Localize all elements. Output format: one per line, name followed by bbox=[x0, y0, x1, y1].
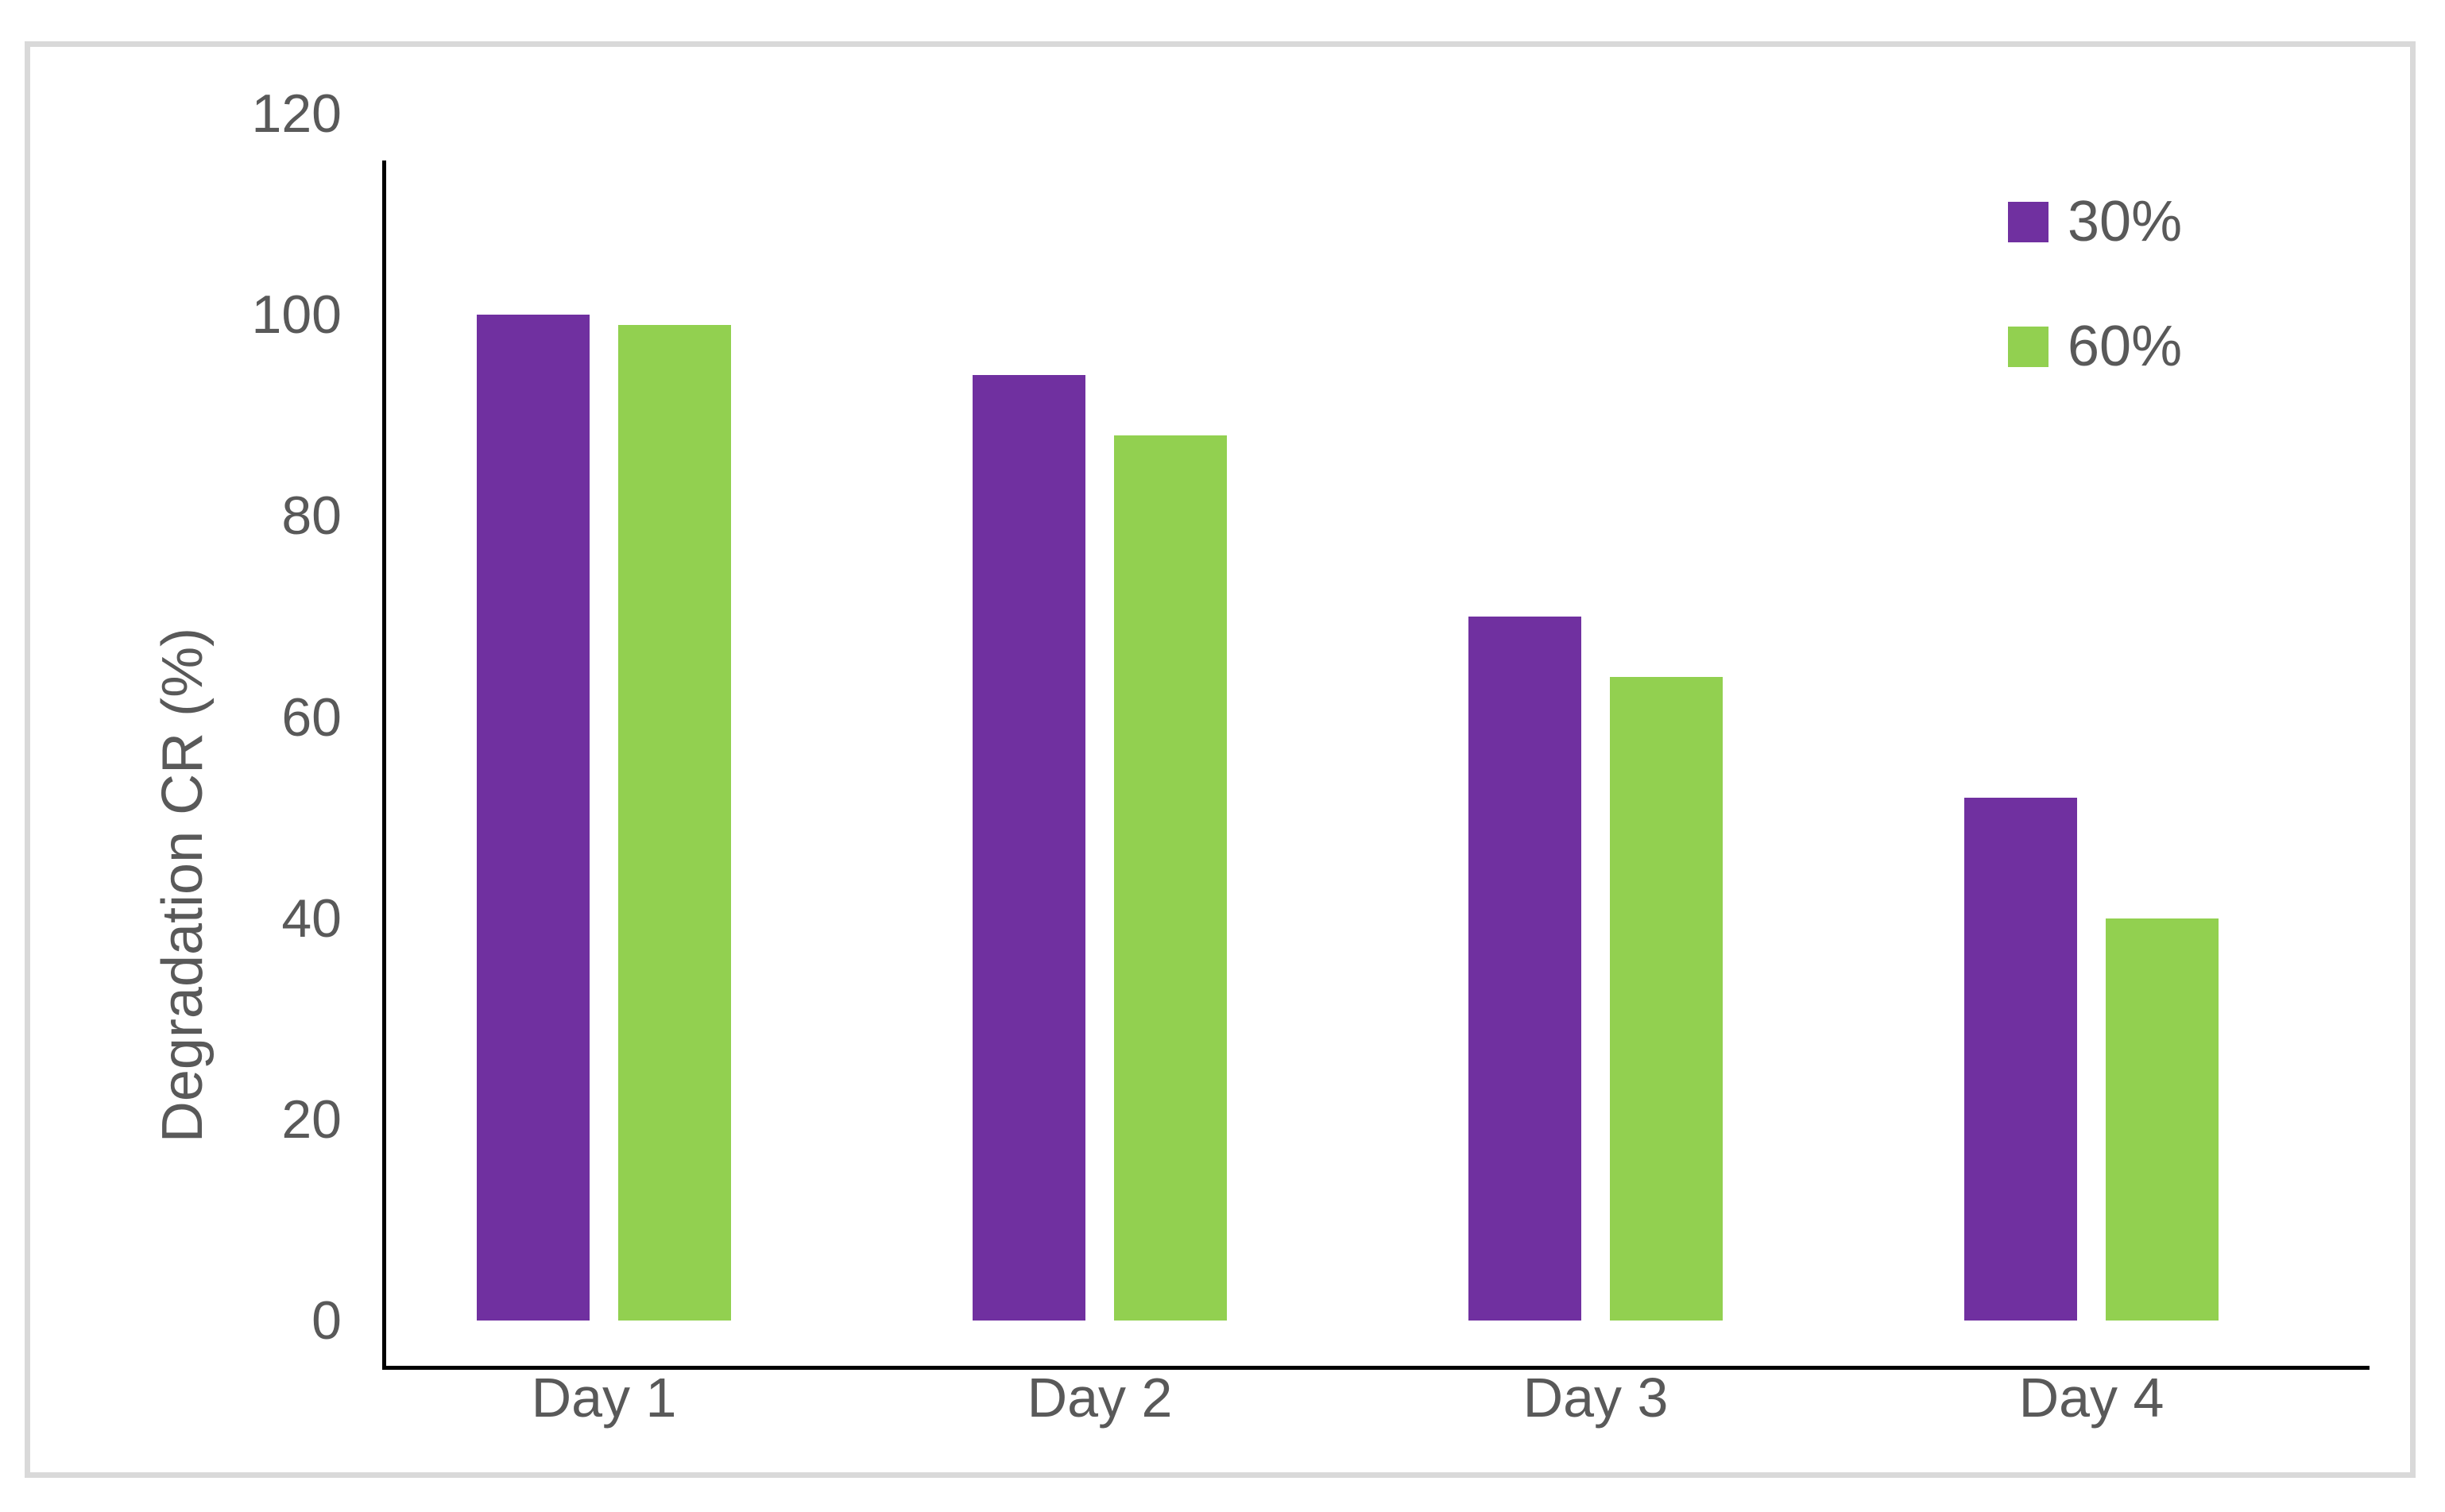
x-tick-label-day2: Day 2 bbox=[1027, 1367, 1173, 1429]
y-tick-label-20: 20 bbox=[281, 1089, 342, 1150]
y-tick-label-0: 0 bbox=[311, 1290, 342, 1351]
bar-day3-30pct bbox=[1468, 616, 1581, 1321]
bar-day4-60pct bbox=[2106, 918, 2219, 1321]
x-tick-label-day1: Day 1 bbox=[531, 1367, 677, 1429]
y-tick-label-80: 80 bbox=[281, 485, 342, 547]
legend-swatch-60pct bbox=[2008, 326, 2048, 367]
legend-swatch-30pct bbox=[2008, 201, 2048, 242]
bar-day1-60pct bbox=[618, 324, 731, 1321]
y-axis-line bbox=[382, 160, 386, 1370]
x-tick-label-day3: Day 3 bbox=[1522, 1367, 1669, 1429]
x-tick-label-day4: Day 4 bbox=[2018, 1367, 2165, 1429]
chart-frame: Degradation CR (%) 0 20 40 60 80 100 120 Day 1… bbox=[25, 41, 2416, 1478]
y-tick-label-100: 100 bbox=[251, 284, 342, 346]
bar-day4-30pct bbox=[1964, 797, 2077, 1321]
y-tick-label-120: 120 bbox=[251, 83, 342, 144]
bar-day3-60pct bbox=[1610, 676, 1723, 1321]
y-tick-label-60: 60 bbox=[281, 686, 342, 748]
legend-entry-60pct: 60% bbox=[2008, 318, 2182, 375]
x-axis-line bbox=[382, 1366, 2370, 1370]
y-tick-label-40: 40 bbox=[281, 887, 342, 949]
legend-label-30pct: 30% bbox=[2068, 190, 2183, 253]
legend-entry-30pct: 30% bbox=[2008, 193, 2182, 250]
bar-day1-30pct bbox=[477, 315, 590, 1321]
legend-label-60pct: 60% bbox=[2068, 315, 2183, 378]
bar-day2-30pct bbox=[973, 375, 1085, 1321]
bar-day2-60pct bbox=[1114, 435, 1227, 1321]
